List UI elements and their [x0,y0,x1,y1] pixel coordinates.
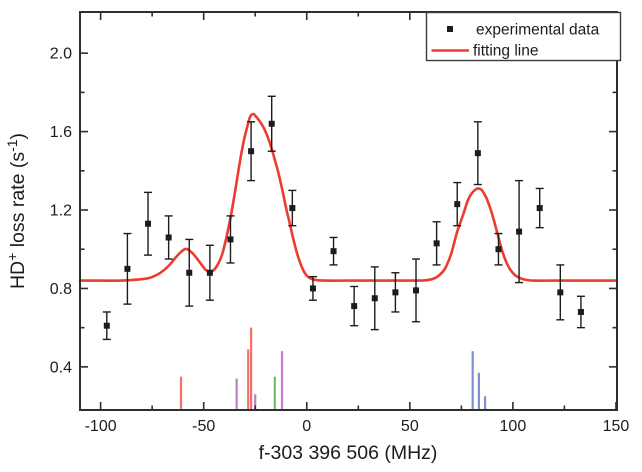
data-point [205,244,214,301]
y-tick-label: 1.6 [50,124,72,141]
data-point [185,238,194,307]
x-tick-label: 150 [603,418,630,435]
data-marker [289,205,296,212]
data-marker [454,201,461,208]
data-point [123,232,132,305]
data-point [432,221,441,266]
y-title-superscript: + [4,253,20,261]
y-tick-label: 0.4 [50,359,72,376]
x-tick-label: 0 [302,418,311,435]
y-title-superscript: -1 [4,139,20,152]
data-point [102,311,111,341]
legend-label-experimental-data: experimental data [476,22,600,39]
y-tick-label: 2.0 [50,46,72,63]
data-point [515,179,524,284]
data-marker [413,287,420,294]
data-marker [165,234,172,241]
data-point [535,187,544,229]
y-tick-label: 1.2 [50,203,72,220]
legend-label-fitting-line: fitting line [473,43,538,60]
data-marker [145,220,152,227]
data-point [494,232,503,266]
data-marker [206,269,213,276]
y-tick-labels: 0.4 0.8 1.2 1.6 2.0 [50,46,72,377]
data-point [144,191,153,256]
data-marker [495,246,502,253]
legend-square-marker-icon [447,26,453,32]
data-point [556,264,565,321]
data-point [453,181,462,227]
data-marker [536,205,543,212]
x-tick-label: -100 [85,418,117,435]
data-marker [371,295,378,302]
data-marker [248,148,255,155]
data-point [267,95,276,152]
data-point [370,266,379,331]
data-point [576,295,585,329]
data-marker [577,308,584,315]
legend: experimental data fitting line [425,11,622,62]
data-marker [268,120,275,127]
data-point [164,215,173,260]
data-marker [516,228,523,235]
data-point [247,121,256,182]
plot-frame [79,11,618,411]
data-marker [186,269,193,276]
experimental-data-layer [102,95,585,341]
x-tick-label: 50 [401,418,419,435]
data-marker [557,289,564,296]
data-marker [474,150,481,157]
axes-layer [79,11,618,411]
legend-box [425,11,622,62]
x-tick-label: -50 [192,418,215,435]
data-marker [351,303,358,310]
x-tick-label: 100 [500,418,527,435]
x-axis-title: f-303 396 506 (MHz) [259,442,438,464]
data-point [412,258,421,323]
y-tick-label: 0.8 [50,281,72,298]
y-title-text: ) [7,133,29,140]
data-point [308,275,317,301]
y-title-text: loss rate (s [7,152,29,253]
fitting-line-curve [78,112,618,282]
data-marker [392,289,399,296]
data-marker [124,265,131,272]
data-point [473,121,482,186]
data-marker [103,322,110,329]
data-point [288,189,297,227]
data-point [350,285,359,327]
data-marker [330,248,337,255]
y-title-text: HD [7,261,29,289]
stick-spectrum-layer [179,327,487,409]
data-point [391,272,400,313]
data-point [226,215,235,264]
data-marker [227,236,234,243]
data-point [329,236,338,266]
data-marker [309,285,316,292]
data-marker [433,240,440,247]
y-axis-title: HD+ loss rate (s-1) [4,133,29,289]
x-tick-labels: -100 -50 0 50 100 150 [85,418,630,435]
